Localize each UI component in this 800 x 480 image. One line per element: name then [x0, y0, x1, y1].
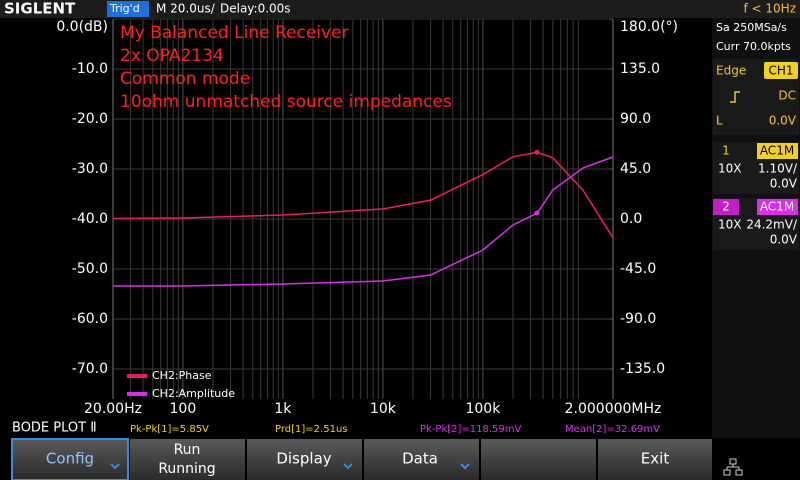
dropdown-icon — [460, 463, 470, 470]
y2-tick-label: 135.0 — [620, 61, 660, 77]
frequency-counter: f < 10Hz — [744, 2, 797, 16]
empty-button — [481, 439, 596, 480]
trigger-level-label: L — [716, 114, 723, 128]
y2-tick-label: 0.0 — [620, 211, 642, 227]
channel-offset: 0.0V — [770, 233, 798, 247]
annotation: 10ohm unmatched source impedances — [120, 92, 452, 112]
measurement: Mean[2]=32.69mV — [565, 424, 660, 435]
y-tick-label: -30.0 — [72, 161, 108, 177]
y2-tick-label: -135.0 — [620, 361, 665, 377]
series-line — [113, 156, 614, 287]
y-tick-label: 0.0(dB) — [56, 19, 108, 35]
channel-coupling-box — [757, 143, 798, 159]
channel-probe: 10X — [718, 162, 742, 176]
x-tick-label: 100 — [170, 401, 197, 417]
y-tick-label: -10.0 — [72, 61, 108, 77]
y-tick-label: -70.0 — [72, 361, 108, 377]
cursor-point — [534, 149, 540, 155]
menu-bar: Config Run Running Display Data Exit — [11, 438, 743, 480]
menu-label: Config — [46, 450, 94, 468]
y-tick-label: -40.0 — [72, 211, 108, 227]
channel-offset: 0.0V — [770, 177, 798, 191]
trigger-status: Trig'd — [109, 2, 140, 15]
trigger-level: 0.0V — [769, 114, 797, 128]
channel-probe: 10X — [718, 218, 742, 232]
run-button[interactable] — [130, 439, 245, 480]
edge-icon — [730, 91, 740, 103]
menu-label: Run — [174, 442, 201, 458]
measurement: Prd[1]=2.51us — [275, 424, 348, 435]
series-line — [112, 151, 614, 239]
data-button[interactable] — [364, 439, 479, 480]
channel-number-box — [713, 199, 739, 215]
y2-tick-label: 180.0(°) — [620, 19, 678, 35]
channel-scale: 1.10V/ — [758, 162, 798, 176]
channel-coupling: AC1M — [760, 144, 794, 158]
legend-label: CH2:Amplitude — [152, 387, 235, 400]
top-bar — [0, 0, 800, 18]
memory-depth: Curr 70.0kpts — [716, 40, 791, 53]
y-tick-label: -60.0 — [72, 311, 108, 327]
dropdown-icon — [343, 463, 353, 470]
channel-scale: 24.2mV/ — [746, 218, 798, 232]
x-tick-label: 1k — [274, 401, 292, 417]
channel-coupling-box — [757, 199, 798, 215]
bottom-title: BODE PLOT Ⅱ — [12, 421, 97, 436]
brand: SIGLENT — [4, 0, 76, 18]
timebase: M 20.0us/ — [156, 2, 216, 16]
channel-coupling: AC1M — [760, 200, 794, 214]
display-button[interactable] — [247, 439, 362, 480]
y2-tick-label: -45.0 — [620, 261, 656, 277]
channel-number: 1 — [722, 144, 730, 158]
menu-label: Exit — [641, 450, 670, 468]
network-icon — [723, 458, 743, 476]
annotation: Common mode — [120, 69, 250, 89]
channel-number: 2 — [722, 200, 730, 214]
trigger-type: Edge — [716, 64, 746, 78]
y2-tick-label: -90.0 — [620, 311, 656, 327]
exit-button[interactable] — [598, 439, 712, 480]
x-tick-label: 100k — [465, 401, 501, 417]
delay: Delay:0.00s — [220, 2, 291, 16]
y-tick-label: -20.0 — [72, 111, 108, 127]
y2-tick-label: 90.0 — [620, 111, 651, 127]
config-button[interactable] — [11, 438, 129, 480]
x-tick-label: 20.00Hz — [84, 401, 142, 417]
menu-label: Running — [158, 461, 215, 477]
menu-label: Data — [402, 450, 438, 468]
measurement: Pk-Pk[2]=118.59mV — [420, 424, 522, 435]
cursor-point — [534, 210, 540, 216]
x-tick-label: 2.000000MHz — [565, 401, 662, 417]
y2-tick-label: 45.0 — [620, 161, 651, 177]
measurement: Pk-Pk[1]=5.85V — [130, 424, 209, 435]
trigger-coupling: DC — [778, 89, 796, 103]
x-tick-label: 10k — [370, 401, 397, 417]
trigger-source: CH1 — [768, 64, 793, 78]
trigger-source-box — [764, 62, 798, 79]
menu-label: Display — [276, 450, 331, 468]
sample-rate: Sa 250MSa/s — [716, 21, 787, 34]
trigger-status-box — [107, 1, 149, 17]
annotation: 2x OPA2134 — [120, 46, 224, 66]
legend-label: CH2:Phase — [152, 369, 212, 382]
dropdown-icon — [110, 463, 120, 470]
annotation: My Balanced Line Receiver — [120, 23, 349, 43]
plot: 20.00Hz 100 1k 10k 100k 2.000000MHz 0.0(dB) -10… — [56, 18, 678, 417]
y-tick-label: -50.0 — [72, 261, 108, 277]
